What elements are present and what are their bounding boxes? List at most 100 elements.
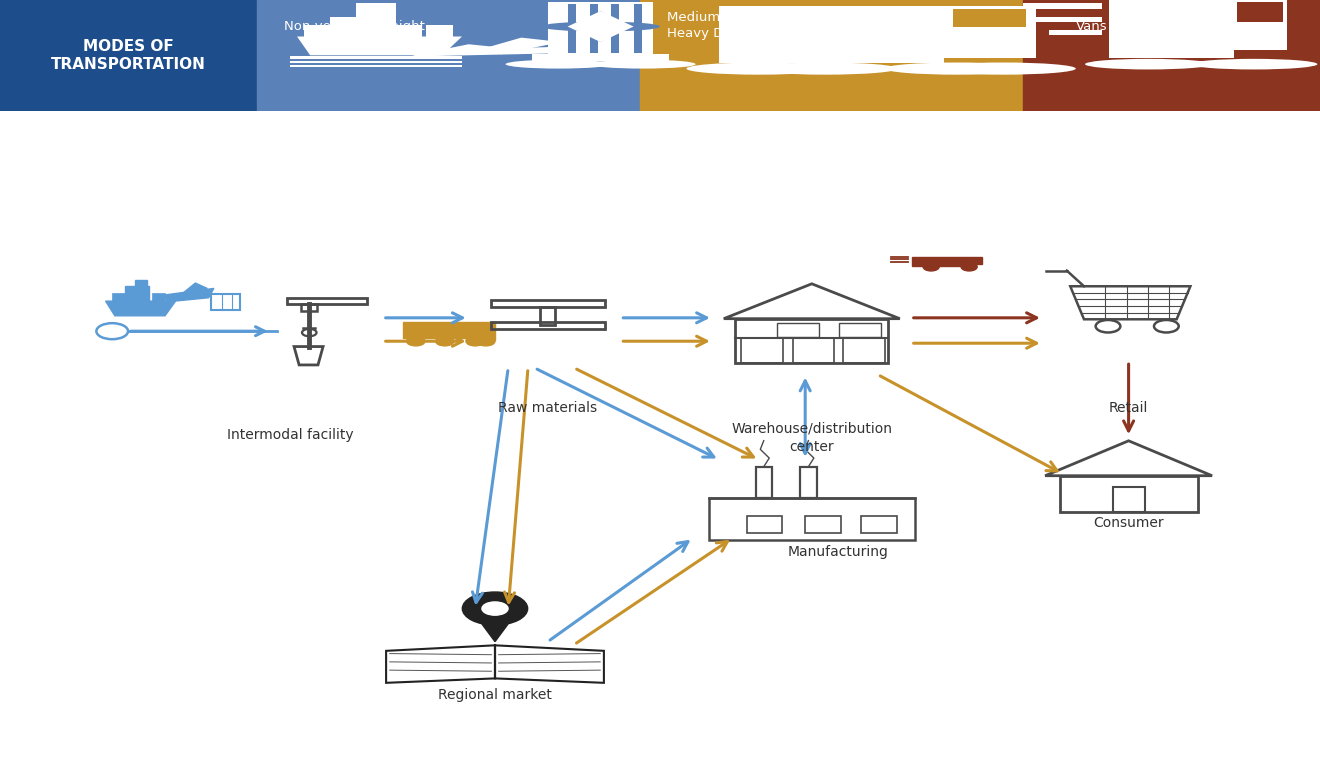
Bar	[1234, 0, 1287, 50]
Polygon shape	[106, 301, 176, 315]
Bar	[805, 516, 841, 533]
Text: Consumer: Consumer	[1093, 516, 1164, 530]
Bar	[257, 0, 640, 111]
Bar	[540, 307, 556, 325]
Bar	[838, 323, 880, 337]
Text: Retail: Retail	[1109, 401, 1148, 415]
Text: Intermodal facility: Intermodal facility	[227, 428, 354, 442]
Bar	[290, 65, 462, 68]
Text: Regional market: Regional market	[438, 688, 552, 702]
Bar	[286, 298, 367, 305]
Circle shape	[407, 337, 425, 346]
Bar	[491, 300, 605, 307]
Text: Medium and
Heavy Duty: Medium and Heavy Duty	[667, 11, 750, 40]
Text: Vans: Vans	[1076, 20, 1107, 33]
Bar	[735, 319, 888, 363]
Polygon shape	[403, 47, 574, 56]
Polygon shape	[164, 288, 214, 301]
Bar	[135, 280, 147, 289]
Text: Warehouse/distribution
center: Warehouse/distribution center	[731, 421, 892, 454]
Circle shape	[1191, 59, 1317, 69]
Circle shape	[726, 65, 792, 72]
Bar	[962, 257, 982, 264]
Polygon shape	[482, 624, 508, 642]
Bar	[112, 293, 125, 301]
Circle shape	[466, 337, 484, 346]
Circle shape	[590, 60, 696, 69]
Bar	[301, 304, 317, 311]
Bar	[953, 9, 1026, 26]
Bar	[634, 5, 642, 53]
Circle shape	[752, 62, 898, 75]
Bar	[792, 338, 834, 363]
Bar	[396, 26, 422, 37]
Bar	[1109, 0, 1234, 58]
Bar	[912, 257, 962, 266]
Circle shape	[1119, 62, 1177, 66]
Text: Non-vehicular freight: Non-vehicular freight	[284, 20, 425, 33]
Bar	[211, 294, 240, 310]
Bar	[944, 5, 1036, 58]
Bar	[426, 26, 453, 37]
Circle shape	[477, 337, 495, 346]
Bar	[491, 323, 605, 330]
Bar	[466, 322, 495, 340]
Bar	[304, 26, 330, 37]
Bar	[742, 338, 783, 363]
Bar	[590, 5, 598, 53]
Polygon shape	[475, 37, 561, 55]
Bar	[861, 516, 896, 533]
Bar	[152, 293, 165, 301]
Polygon shape	[436, 44, 502, 53]
Polygon shape	[574, 11, 627, 42]
Polygon shape	[541, 42, 574, 48]
Bar	[548, 2, 653, 55]
Bar	[403, 322, 466, 338]
Bar	[800, 467, 817, 498]
Bar	[747, 516, 783, 533]
Bar	[777, 323, 820, 337]
Circle shape	[923, 263, 939, 271]
Circle shape	[462, 592, 528, 625]
Text: Manufacturing: Manufacturing	[788, 545, 888, 559]
Text: Raw materials: Raw materials	[498, 401, 598, 415]
Bar	[125, 287, 149, 301]
Circle shape	[506, 60, 611, 69]
Circle shape	[792, 65, 858, 72]
Bar	[290, 61, 462, 63]
Circle shape	[884, 62, 1030, 75]
Bar	[568, 5, 576, 53]
Circle shape	[686, 62, 832, 75]
Bar	[719, 5, 944, 63]
Polygon shape	[297, 37, 462, 55]
Bar	[843, 338, 884, 363]
Bar	[755, 467, 772, 498]
Circle shape	[436, 337, 454, 346]
Bar	[1036, 16, 1102, 22]
Bar	[133, 293, 147, 301]
Bar	[709, 498, 915, 540]
Circle shape	[924, 65, 990, 72]
Polygon shape	[182, 283, 207, 297]
Bar	[1060, 476, 1197, 513]
Circle shape	[482, 602, 508, 615]
Circle shape	[931, 62, 1076, 75]
Circle shape	[1085, 59, 1212, 69]
Text: MODES OF
TRANSPORTATION: MODES OF TRANSPORTATION	[51, 39, 206, 72]
Bar	[1237, 2, 1283, 22]
Bar	[1049, 30, 1102, 35]
Circle shape	[1225, 62, 1283, 66]
Bar	[1023, 0, 1320, 111]
Bar	[640, 0, 1023, 111]
Bar	[356, 3, 396, 16]
Bar	[611, 5, 619, 53]
Circle shape	[970, 65, 1036, 72]
Circle shape	[541, 22, 660, 31]
Bar	[330, 16, 396, 37]
Circle shape	[961, 263, 977, 271]
Polygon shape	[574, 11, 627, 42]
Bar	[1113, 488, 1144, 513]
Bar	[290, 56, 462, 58]
Bar	[1023, 3, 1102, 9]
Bar	[532, 55, 669, 61]
